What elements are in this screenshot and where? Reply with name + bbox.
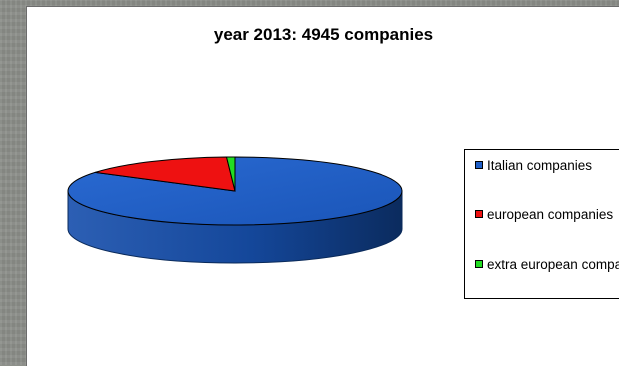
legend-item-european: european companies: [475, 207, 619, 223]
pie-slice-european: [95, 156, 236, 192]
pie-chart: [67, 156, 403, 264]
chart-legend: Italian companies european companies ext…: [464, 149, 619, 299]
chart-area: year 2013: 4945 companies Italian compan…: [26, 6, 619, 366]
legend-label-extra-european: extra european companies: [487, 257, 619, 272]
legend-swatch-extra-european: [475, 260, 483, 268]
legend-swatch-italian: [475, 161, 483, 169]
pie-slice-extra-european: [225, 156, 236, 192]
legend-item-italian: Italian companies: [475, 158, 619, 174]
chart-title: year 2013: 4945 companies: [213, 25, 434, 44]
legend-item-extra-european: extra european companies: [475, 257, 619, 273]
legend-label-italian: Italian companies: [487, 158, 593, 173]
legend-label-european: european companies: [487, 207, 614, 222]
legend-swatch-european: [475, 210, 483, 218]
